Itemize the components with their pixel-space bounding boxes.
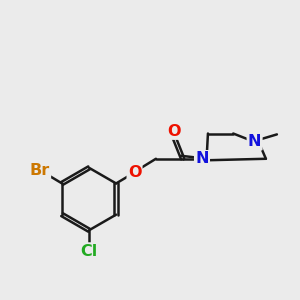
Text: O: O	[167, 124, 181, 139]
Text: O: O	[128, 165, 141, 180]
Text: Cl: Cl	[80, 244, 98, 259]
Text: N: N	[248, 134, 261, 149]
Text: N: N	[195, 151, 209, 166]
Text: Br: Br	[30, 163, 50, 178]
